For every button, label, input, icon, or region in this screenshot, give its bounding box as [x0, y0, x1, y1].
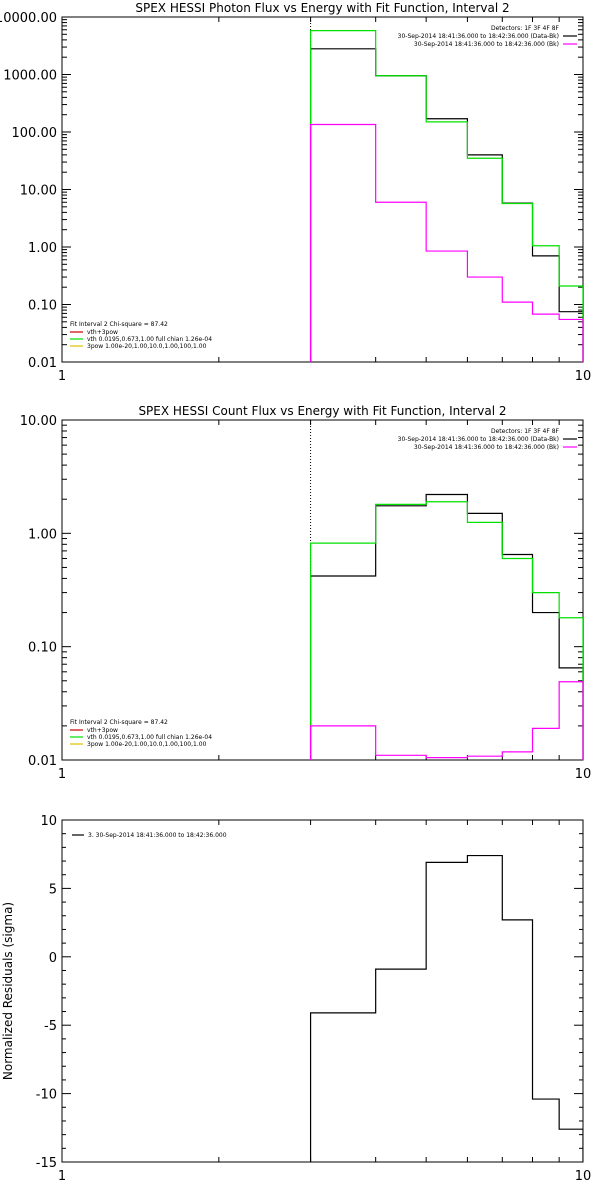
y-tick-label: 5 — [49, 882, 57, 897]
x-tick-label: 10 — [575, 767, 592, 782]
legend-title: Fit Interval 2 Chi-square = 87.42 — [70, 321, 168, 328]
x-tick-label: 1 — [58, 767, 66, 782]
y-tick-label: 1000.00 — [3, 69, 57, 84]
y-tick-label: 0.01 — [28, 356, 57, 371]
plot-frame — [61, 16, 584, 363]
legend-title: Fit Interval 2 Chi-square = 87.42 — [70, 719, 168, 726]
y-axis-label: Normalized Residuals (sigma) — [1, 902, 15, 1080]
y-tick-label: 10000.00 — [0, 11, 57, 26]
chart-title: SPEX HESSI Photon Flux vs Energy with Fi… — [135, 1, 509, 15]
y-tick-label: 1.00 — [28, 241, 57, 256]
series-line-1 — [309, 493, 583, 760]
series-line-1 — [309, 854, 583, 1162]
y-tick-label: 0 — [49, 951, 57, 966]
chart-panel-3: 1 10 -15 -10 -5 0 5 10 Normalized Residuals (sig… — [1, 814, 591, 1184]
legend-entry-label: 3pow 1.00e-20,1.00,10.0,1.00,100,1.00 — [87, 343, 207, 350]
x-tick-label: 1 — [58, 1169, 66, 1184]
legend-entry-label: 30-Sep-2014 18:41:36.000 to 18:42:36.000… — [398, 33, 559, 40]
legend-entry-label: vth+3pow — [87, 727, 118, 734]
legend-title: Detectors: 1F 3F 4F 8F — [491, 428, 560, 435]
legend-entry-label: 3pow 1.00e-20,1.00,10.0,1.00,100,1.00 — [87, 741, 207, 748]
legend-entry-label: 30-Sep-2014 18:41:36.000 to 18:42:36.000… — [398, 436, 559, 443]
plot-frame — [61, 819, 584, 1163]
chart-panel-1: SPEX HESSI Photon Flux vs Energy with Fi… — [0, 1, 591, 384]
legend-top-left: 3. 30-Sep-2014 18:41:36.000 to 18:42:36.… — [72, 832, 227, 839]
y-tick-label: 1.00 — [28, 527, 57, 542]
legend-entry-label: vth 0.0195,0.673,1.00 full chian 1.26e-0… — [87, 336, 212, 343]
series-line-2 — [309, 30, 583, 362]
x-tick-label: 10 — [575, 369, 592, 384]
legend-title: Detectors: 1F 3F 4F 8F — [491, 25, 560, 32]
x-tick-label: 1 — [58, 369, 66, 384]
legend-entry-label: vth+3pow — [87, 329, 118, 336]
y-tick-label: -10 — [36, 1088, 57, 1103]
legend-entry-label: vth 0.0195,0.673,1.00 full chian 1.26e-0… — [87, 734, 212, 741]
y-tick-label: 0.10 — [28, 299, 57, 314]
series-line-3 — [309, 123, 583, 362]
legend-entry-label: 3. 30-Sep-2014 18:41:36.000 to 18:42:36.… — [88, 832, 227, 839]
legend-entry-label: 30-Sep-2014 18:41:36.000 to 18:42:36.000… — [414, 41, 559, 48]
y-tick-label: -15 — [36, 1156, 57, 1171]
y-tick-label: 0.10 — [28, 641, 57, 656]
series-line-1 — [309, 48, 583, 362]
y-tick-label: 100.00 — [12, 126, 58, 141]
y-tick-label: 10.00 — [20, 184, 57, 199]
x-tick-label: 10 — [575, 1169, 592, 1184]
chart-panel-2: SPEX HESSI Count Flux vs Energy with Fit… — [20, 404, 591, 782]
y-tick-label: 0.01 — [28, 754, 57, 769]
series-line-3 — [309, 681, 583, 760]
chart-title: SPEX HESSI Count Flux vs Energy with Fit… — [138, 404, 506, 418]
legend-bottom-left: Fit Interval 2 Chi-square = 87.42vth+3po… — [70, 719, 212, 748]
y-tick-label: 10 — [40, 814, 57, 829]
plot-frame — [61, 419, 584, 761]
y-tick-label: -5 — [44, 1019, 57, 1034]
y-tick-label: 10.00 — [20, 414, 57, 429]
legend-bottom-left: Fit Interval 2 Chi-square = 87.42vth+3po… — [70, 321, 212, 350]
series-line-2 — [309, 501, 583, 760]
legend-entry-label: 30-Sep-2014 18:41:36.000 to 18:42:36.000… — [414, 444, 559, 451]
